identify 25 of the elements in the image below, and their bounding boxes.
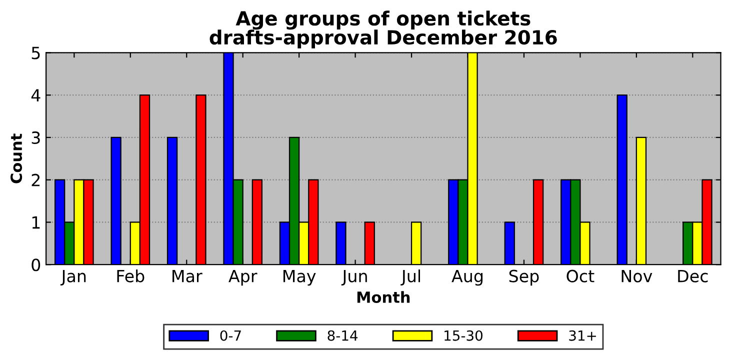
x-tick-label: Aug — [452, 270, 483, 286]
x-tick-label: Feb — [117, 269, 144, 282]
y-tick-label: 1 — [32, 216, 40, 229]
x-tick-label: Jan — [60, 270, 86, 286]
y-axis-title: Count — [10, 134, 22, 184]
x-tick-label: Sep — [509, 270, 539, 286]
legend-label: 0-7 — [220, 330, 241, 341]
x-tick-label: Jul — [400, 269, 420, 286]
x-tick-label: Nov — [622, 270, 652, 282]
x-tick-label: Apr — [228, 270, 258, 286]
legend-label: 31+ — [569, 330, 596, 341]
y-tick-label: 3 — [32, 131, 40, 144]
y-tick-label: 4 — [31, 89, 40, 102]
chart-title: Age groups of open tickets drafts-approval December 2016 — [210, 10, 557, 48]
x-axis-title: Month — [357, 291, 410, 303]
legend-label: 15-30 — [444, 330, 482, 341]
x-tick-label: Oct — [566, 270, 594, 282]
y-tick-label: 0 — [32, 258, 40, 272]
x-tick-label: May — [283, 270, 316, 286]
x-tick-label: Dec — [678, 270, 708, 282]
y-tick-label: 5 — [32, 46, 40, 60]
y-tick-label: 2 — [32, 174, 40, 186]
x-tick-label: Mar — [172, 270, 202, 282]
legend-label: 8-14 — [328, 330, 358, 341]
x-tick-label: Jun — [341, 270, 367, 286]
